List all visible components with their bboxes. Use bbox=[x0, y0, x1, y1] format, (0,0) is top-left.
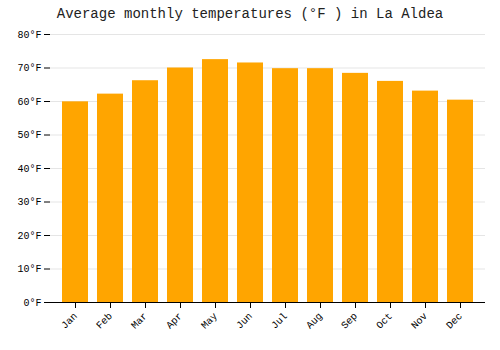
svg-text:20°F: 20°F bbox=[17, 231, 41, 242]
svg-text:Feb: Feb bbox=[94, 311, 115, 332]
svg-text:Mar: Mar bbox=[129, 311, 150, 332]
svg-text:Aug: Aug bbox=[304, 311, 325, 332]
svg-text:Sep: Sep bbox=[339, 311, 360, 332]
svg-text:0°F: 0°F bbox=[23, 298, 41, 309]
html-text:Average monthly temperatures (: Average monthly temperatures (°F ) in La… bbox=[56, 6, 444, 22]
svg-text:70°F: 70°F bbox=[17, 63, 41, 74]
svg-text:Jun: Jun bbox=[234, 311, 255, 332]
svg-text:30°F: 30°F bbox=[17, 197, 41, 208]
svg-text:80°F: 80°F bbox=[17, 30, 41, 41]
svg-text:Apr: Apr bbox=[164, 311, 185, 332]
svg-text:Jul: Jul bbox=[269, 311, 290, 332]
svg-text:10°F: 10°F bbox=[17, 264, 41, 275]
svg-text:50°F: 50°F bbox=[17, 130, 41, 141]
svg-text:Dec: Dec bbox=[444, 311, 465, 332]
svg-text:60°F: 60°F bbox=[17, 97, 41, 108]
svg-text:May: May bbox=[199, 311, 220, 332]
svg-text:Jan: Jan bbox=[59, 311, 80, 332]
svg-text:Nov: Nov bbox=[409, 311, 430, 332]
svg-text:40°F: 40°F bbox=[17, 164, 41, 175]
svg-text:Oct: Oct bbox=[374, 311, 395, 332]
